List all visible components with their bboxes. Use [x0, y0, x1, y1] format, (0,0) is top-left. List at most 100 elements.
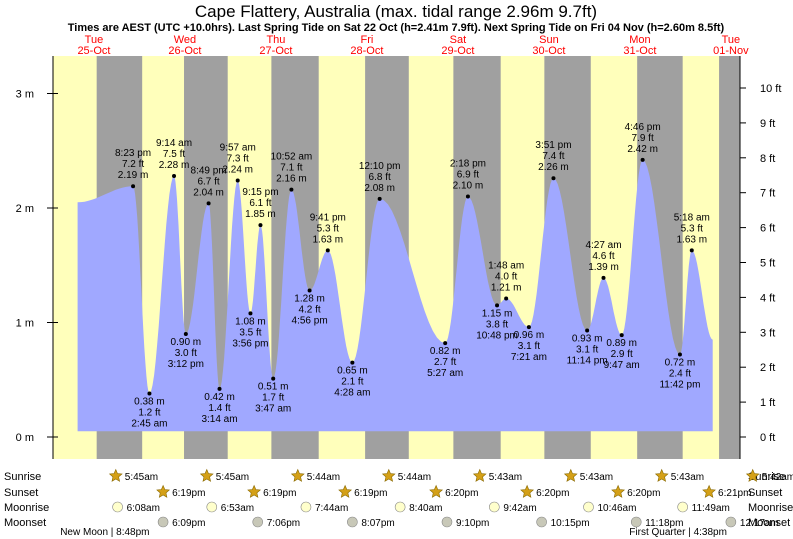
tide-point [640, 157, 645, 162]
moonset-moon-icon [252, 516, 264, 528]
moonset-time: 11:18pm [645, 518, 683, 529]
tide-height-m: 0.65 m [337, 366, 368, 377]
sunrise-sun-icon [108, 468, 123, 482]
sunrise-sun-icon [745, 468, 760, 482]
almanac-label-left: Sunrise [4, 471, 41, 483]
day-date: 31-Oct [623, 45, 656, 57]
tide-height-ft: 4.6 ft [592, 251, 614, 262]
day-date: 01-Nov [713, 45, 749, 57]
tide-height-ft: 4.2 ft [298, 304, 320, 315]
moonset-moon-icon [725, 516, 737, 528]
tide-area [77, 159, 713, 432]
tide-point [677, 352, 682, 357]
sunset-time: 6:20pm [536, 488, 569, 499]
tide-height-ft: 7.1 ft [280, 163, 302, 174]
sunrise-sun-icon [199, 468, 214, 482]
moonset-moon-icon [347, 516, 358, 528]
tide-height-m: 0.42 m [204, 392, 235, 403]
tide-point [325, 248, 330, 253]
sunrise-sun-icon [654, 468, 669, 482]
tide-time: 9:41 pm [310, 212, 346, 223]
sunrise-time: 5:43am [671, 472, 704, 483]
tide-point [206, 201, 211, 206]
moonset-moon-icon [536, 516, 547, 528]
moonrise-moon-icon [583, 501, 594, 513]
day-date: 29-Oct [441, 45, 474, 57]
moonset-time: 9:10pm [456, 518, 489, 529]
almanac-label-left: Moonset [4, 517, 46, 529]
tide-point [465, 194, 470, 199]
sunset-time: 6:19pm [172, 488, 205, 499]
tide-height-m: 2.10 m [453, 181, 484, 192]
tide-height-m: 2.42 m [627, 144, 658, 155]
sunset-time: 6:19pm [354, 488, 387, 499]
day-date: 28-Oct [350, 45, 383, 57]
tide-height-m: 0.96 m [514, 330, 545, 341]
tide-time: 7:21 am [511, 352, 547, 363]
tide-point [258, 223, 263, 228]
day-name: Tue [722, 34, 741, 46]
sunset-sun-icon [429, 484, 444, 498]
moonset-time: 7:06pm [267, 518, 300, 529]
day-date: 26-Oct [168, 45, 201, 57]
tide-time: 10:52 am [271, 152, 313, 163]
tide-time: 8:23 pm [115, 148, 151, 159]
y-tick-label-right: 2 ft [760, 362, 775, 374]
day-date: 30-Oct [532, 45, 565, 57]
tide-height-ft: 6.7 ft [197, 176, 219, 187]
sunset-time: 6:20pm [445, 488, 478, 499]
sunset-sun-icon [702, 484, 716, 498]
y-tick-label-right: 9 ft [760, 118, 775, 130]
tide-point [172, 173, 177, 178]
tide-point [350, 360, 355, 365]
moonrise-time: 10:46am [597, 503, 636, 514]
tide-point [131, 184, 136, 189]
tide-height-ft: 7.4 ft [542, 151, 564, 162]
tide-height-ft: 3.8 ft [486, 319, 508, 330]
tide-height-m: 0.90 m [171, 337, 202, 348]
sunset-sun-icon [520, 484, 535, 498]
tide-height-ft: 6.8 ft [369, 172, 391, 183]
tide-point [504, 296, 509, 301]
tide-height-ft: 1.7 ft [262, 393, 284, 404]
tide-time: 2:45 am [131, 418, 167, 429]
y-tick-label-left: 1 m [16, 318, 34, 330]
y-tick-label-right: 1 ft [760, 397, 775, 409]
tide-point [217, 386, 222, 391]
tide-time: 5:18 am [674, 212, 710, 223]
tide-height-ft: 3.1 ft [576, 345, 598, 356]
tide-point [271, 376, 276, 381]
moonset-moon-icon [441, 516, 453, 528]
tide-height-m: 1.85 m [245, 209, 276, 220]
moonset-time: 8:07pm [361, 518, 394, 529]
tide-point [619, 333, 624, 338]
sunrise-time: 5:42am [762, 472, 793, 483]
y-tick-label-right: 8 ft [760, 153, 775, 165]
tide-time: 10:48 pm [476, 330, 518, 341]
y-tick-label-left: 2 m [16, 203, 34, 215]
sunrise-time: 5:45am [125, 472, 158, 483]
tide-point [307, 288, 312, 293]
y-tick-label-left: 0 m [16, 432, 34, 444]
tide-height-m: 2.16 m [276, 174, 307, 185]
tide-height-m: 2.19 m [118, 170, 149, 181]
y-tick-label-left: 3 m [16, 89, 34, 101]
day-name: Mon [629, 34, 650, 46]
tide-height-ft: 2.4 ft [669, 369, 691, 380]
moonrise-moon-icon [206, 501, 218, 513]
tide-point [526, 325, 531, 330]
tide-point [689, 248, 694, 253]
y-tick-label-right: 6 ft [760, 223, 775, 235]
tide-time: 3:14 am [201, 414, 237, 425]
tide-height-m: 2.04 m [193, 187, 224, 198]
tide-point [551, 176, 556, 181]
tide-height-m: 0.51 m [258, 382, 289, 393]
sunset-time: 6:21pm [718, 488, 751, 499]
sunrise-time: 5:43am [489, 472, 522, 483]
tide-height-ft: 1.4 ft [208, 403, 230, 414]
sunset-sun-icon [156, 484, 171, 498]
tide-time: 3:56 pm [232, 338, 268, 349]
chart-subtitle: Times are AEST (UTC +10.0hrs). Last Spri… [68, 22, 725, 34]
tide-height-ft: 3.1 ft [518, 341, 540, 352]
y-tick-label-right: 7 ft [760, 188, 775, 200]
